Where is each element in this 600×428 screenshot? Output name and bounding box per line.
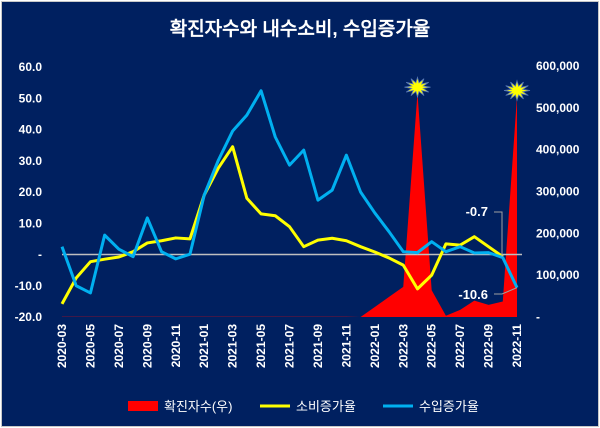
legend-label: 확진자수(우) xyxy=(164,399,232,414)
x-tick-label: 2021-01 xyxy=(197,324,211,368)
consumption-line xyxy=(60,145,504,305)
y-right-tick-label: 400,000 xyxy=(536,143,580,157)
y-right-tick-label: - xyxy=(536,310,540,324)
y-left-tick-label: 40.0 xyxy=(19,123,43,137)
x-tick-label: 2021-05 xyxy=(254,324,268,368)
y-left-tick-label: -20.0 xyxy=(15,310,43,324)
legend-label: 소비증가율 xyxy=(296,399,356,414)
y-left-tick-label: 30.0 xyxy=(19,154,43,168)
y-left-tick-label: 60.0 xyxy=(19,60,43,74)
chart-title: 확진자수와 내수소비, 수입증가율 xyxy=(169,19,431,40)
y-left-tick-label: 20.0 xyxy=(19,185,43,199)
x-tick-label: 2022-11 xyxy=(510,324,524,368)
x-tick-label: 2022-07 xyxy=(453,324,467,368)
x-tick-label: 2022-03 xyxy=(396,324,410,368)
y-right-tick-label: 600,000 xyxy=(536,59,580,73)
cases-area xyxy=(62,93,517,317)
x-tick-label: 2021-07 xyxy=(283,324,297,368)
x-tick-label: 2022-01 xyxy=(368,324,382,368)
x-tick-label: 2020-05 xyxy=(83,324,97,368)
x-tick-label: 2021-11 xyxy=(339,324,353,368)
x-tick-label: 2021-03 xyxy=(226,324,240,368)
legend-label: 수입증가율 xyxy=(419,399,479,414)
x-tick-label: 2021-09 xyxy=(311,324,325,368)
x-tick-label: 2020-03 xyxy=(55,324,69,368)
legend-swatch-cases xyxy=(128,401,158,411)
y-right-tick-label: 300,000 xyxy=(536,185,580,199)
x-tick-label: 2020-07 xyxy=(112,324,126,368)
annotation-leader xyxy=(494,287,518,295)
y-left-tick-label: - xyxy=(38,248,42,262)
annotation-label: -10.6 xyxy=(458,287,488,302)
imports-line xyxy=(60,89,519,295)
x-tick-label: 2020-11 xyxy=(169,324,183,368)
x-tick-label: 2022-05 xyxy=(425,324,439,368)
peak-burst-icon xyxy=(404,75,431,99)
annotation-label: -0.7 xyxy=(466,204,488,219)
y-right-tick-label: 500,000 xyxy=(536,101,580,115)
y-left-tick-label: 50.0 xyxy=(19,91,43,105)
x-tick-label: 2022-09 xyxy=(482,324,496,368)
y-right-tick-label: 100,000 xyxy=(536,268,580,282)
y-right-tick-label: 200,000 xyxy=(536,226,580,240)
annotation-leader xyxy=(494,211,503,257)
peak-burst-icon xyxy=(503,79,531,102)
y-left-tick-label: 10.0 xyxy=(19,216,43,230)
y-left-tick-label: -10.0 xyxy=(15,279,43,293)
x-tick-label: 2020-09 xyxy=(140,324,154,368)
